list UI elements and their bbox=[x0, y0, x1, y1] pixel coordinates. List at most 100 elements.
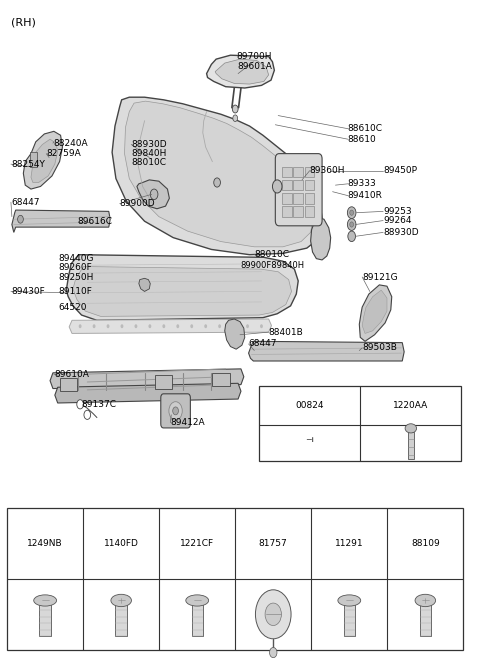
Text: 99264: 99264 bbox=[383, 216, 412, 225]
Circle shape bbox=[348, 219, 356, 231]
Circle shape bbox=[107, 324, 109, 328]
Text: 89450P: 89450P bbox=[383, 166, 417, 175]
Polygon shape bbox=[12, 210, 110, 233]
Text: 89360H: 89360H bbox=[310, 166, 345, 175]
Bar bbox=[212, 373, 229, 386]
Text: 88930D: 88930D bbox=[131, 140, 167, 149]
Polygon shape bbox=[311, 217, 331, 260]
Text: 68447: 68447 bbox=[249, 339, 277, 349]
Bar bbox=[293, 167, 303, 177]
Polygon shape bbox=[249, 341, 404, 361]
Text: 89250H: 89250H bbox=[59, 273, 94, 281]
Text: (RH): (RH) bbox=[11, 18, 36, 28]
Circle shape bbox=[134, 324, 137, 328]
Polygon shape bbox=[66, 254, 298, 320]
Polygon shape bbox=[69, 319, 272, 333]
Circle shape bbox=[233, 115, 238, 121]
Text: 1221CF: 1221CF bbox=[180, 539, 214, 548]
Text: 00824: 00824 bbox=[295, 401, 324, 410]
Circle shape bbox=[214, 178, 220, 187]
Circle shape bbox=[350, 210, 354, 215]
Text: 81757: 81757 bbox=[259, 539, 288, 548]
Text: 89121G: 89121G bbox=[362, 273, 398, 281]
Circle shape bbox=[120, 324, 123, 328]
Polygon shape bbox=[124, 101, 312, 247]
Text: 1249NB: 1249NB bbox=[27, 539, 63, 548]
FancyBboxPatch shape bbox=[161, 394, 191, 428]
Bar bbox=[282, 180, 291, 190]
Circle shape bbox=[246, 324, 249, 328]
Text: 88401B: 88401B bbox=[269, 328, 303, 337]
Bar bbox=[305, 167, 314, 177]
Bar bbox=[282, 167, 291, 177]
Polygon shape bbox=[50, 369, 244, 389]
Polygon shape bbox=[362, 290, 387, 333]
Text: 89840H: 89840H bbox=[131, 149, 167, 158]
Bar bbox=[293, 180, 303, 190]
Circle shape bbox=[273, 180, 282, 193]
Polygon shape bbox=[225, 319, 245, 349]
Text: 89137C: 89137C bbox=[82, 400, 117, 409]
Bar bbox=[420, 604, 431, 636]
Circle shape bbox=[162, 324, 165, 328]
Text: 88010C: 88010C bbox=[131, 158, 166, 167]
Text: 89333: 89333 bbox=[348, 179, 377, 188]
Text: 89260F: 89260F bbox=[59, 264, 93, 272]
Polygon shape bbox=[139, 278, 150, 291]
Text: 64520: 64520 bbox=[59, 302, 87, 312]
Polygon shape bbox=[137, 180, 169, 209]
Circle shape bbox=[84, 410, 91, 419]
Text: 89410R: 89410R bbox=[348, 191, 383, 200]
Polygon shape bbox=[24, 131, 62, 189]
Bar bbox=[305, 180, 314, 190]
Circle shape bbox=[148, 324, 151, 328]
Ellipse shape bbox=[405, 424, 417, 433]
Bar bbox=[344, 604, 355, 636]
Bar bbox=[116, 604, 127, 636]
Circle shape bbox=[176, 324, 179, 328]
Text: 99253: 99253 bbox=[383, 207, 412, 216]
Bar bbox=[39, 604, 51, 636]
Ellipse shape bbox=[186, 595, 209, 606]
Polygon shape bbox=[206, 55, 275, 88]
Bar bbox=[60, 378, 77, 391]
Text: 89412A: 89412A bbox=[170, 418, 205, 427]
Ellipse shape bbox=[415, 594, 435, 607]
Text: 88109: 88109 bbox=[411, 539, 440, 548]
Text: 89503B: 89503B bbox=[362, 343, 397, 353]
Text: 88610: 88610 bbox=[348, 134, 377, 144]
Polygon shape bbox=[112, 97, 323, 254]
Text: ⁻ⁱ: ⁻ⁱ bbox=[305, 436, 314, 449]
Text: 89616C: 89616C bbox=[78, 217, 113, 227]
Text: 82759A: 82759A bbox=[47, 149, 82, 158]
Polygon shape bbox=[55, 384, 241, 403]
Text: 88254Y: 88254Y bbox=[11, 159, 45, 169]
Bar bbox=[293, 193, 303, 204]
Bar bbox=[305, 206, 314, 217]
Text: 89110F: 89110F bbox=[59, 287, 93, 296]
Circle shape bbox=[348, 207, 356, 219]
Polygon shape bbox=[73, 266, 291, 316]
Circle shape bbox=[348, 231, 356, 242]
Polygon shape bbox=[31, 139, 58, 183]
Circle shape bbox=[218, 324, 221, 328]
Circle shape bbox=[77, 400, 84, 409]
Circle shape bbox=[350, 222, 354, 227]
Text: 68447: 68447 bbox=[11, 198, 39, 207]
Circle shape bbox=[232, 324, 235, 328]
Bar bbox=[282, 206, 291, 217]
Circle shape bbox=[169, 402, 182, 420]
Bar bbox=[305, 193, 314, 204]
Text: 1140FD: 1140FD bbox=[104, 539, 139, 548]
Text: 89900F89840H: 89900F89840H bbox=[240, 261, 304, 270]
Text: 11291: 11291 bbox=[335, 539, 363, 548]
Bar bbox=[155, 376, 172, 389]
Circle shape bbox=[204, 324, 207, 328]
Circle shape bbox=[260, 324, 263, 328]
Circle shape bbox=[150, 189, 158, 200]
Bar bbox=[408, 432, 414, 459]
Circle shape bbox=[270, 648, 277, 658]
Circle shape bbox=[93, 324, 96, 328]
Polygon shape bbox=[360, 285, 392, 341]
Text: 88240A: 88240A bbox=[53, 138, 87, 148]
